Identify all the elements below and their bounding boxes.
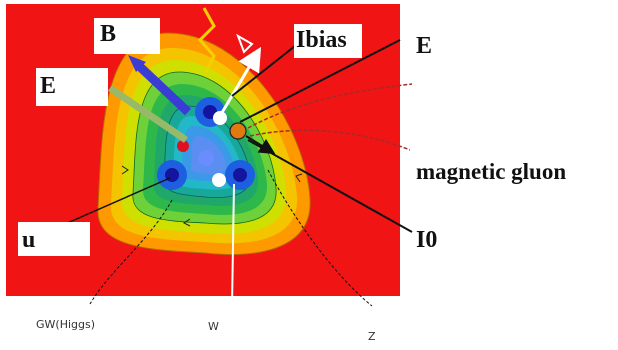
b-field-arrow [133,60,192,116]
pointer-i0 [247,139,413,233]
b-label-box [94,18,160,54]
ibias-label-box [294,24,362,58]
u-label: u [22,227,36,253]
pointer-magnetic-gluon [245,135,276,155]
center-particle [198,150,214,166]
gw-higgs-label: GW(Higgs) [36,318,96,331]
dash-line-1 [247,83,413,129]
white-particle-top [213,111,227,125]
pointer-w [231,183,235,307]
b-field-arrowhead [128,55,146,72]
pointer-z [267,169,373,307]
red-particle [177,140,189,152]
pointer-u [55,177,171,229]
z-label: Z [368,330,376,343]
pointer-ibias [231,41,301,97]
b-label: B [100,21,117,47]
e-field-arrow-left [108,85,188,143]
pointer-gw-higgs [89,199,173,305]
pointer-e-right [239,39,401,123]
i0-label: I0 [416,227,438,253]
e-left-label: E [40,73,57,99]
e-left-label-box [36,68,108,106]
u-label-box [18,222,90,256]
dash-line-2 [249,129,411,151]
e-right-label: E [416,33,433,59]
gluon-ring [229,122,247,140]
w-label: W [208,320,219,333]
yellow-zigzag [197,7,216,73]
quark-wells [157,97,255,190]
white-particle-bottom [212,173,226,187]
ibias-label: Ibias [296,27,347,53]
ibias-arrow [218,46,262,117]
magnetic-gluon-label: magnetic gluon [416,159,567,184]
